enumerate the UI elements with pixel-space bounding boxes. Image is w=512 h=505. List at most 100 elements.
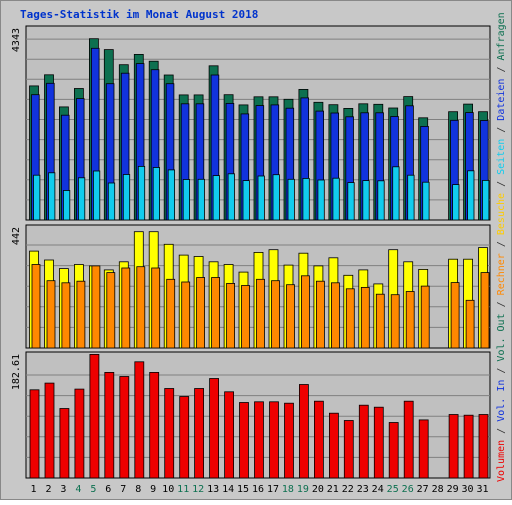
x-label-day-25: 25 — [387, 484, 399, 495]
bar-volumen-day-8 — [134, 361, 145, 479]
bar-volumen-day-14 — [224, 391, 235, 479]
bar-seiten-day-6 — [107, 182, 116, 221]
x-label-day-10: 10 — [162, 484, 174, 495]
x-label-day-18: 18 — [282, 484, 294, 495]
bar-volumen-day-11 — [179, 396, 190, 479]
bar-seiten-day-8 — [137, 165, 146, 221]
bar-seiten-day-24 — [377, 180, 385, 221]
chart-title: Tages-Statistik im Monat August 2018 — [20, 8, 259, 21]
legend-part: / — [496, 422, 507, 440]
legend-part: Rechner — [496, 253, 507, 295]
x-label-day-8: 8 — [135, 484, 141, 495]
x-label-day-20: 20 — [312, 484, 324, 495]
legend-part: / — [496, 121, 507, 139]
bar-rechner-day-2 — [46, 280, 56, 349]
x-label-day-22: 22 — [342, 484, 354, 495]
bar-seiten-day-2 — [48, 172, 56, 221]
bar-volumen-day-1 — [29, 389, 40, 479]
x-label-day-19: 19 — [297, 484, 309, 495]
bar-rechner-day-10 — [166, 278, 176, 349]
bar-seiten-day-14 — [227, 173, 235, 221]
x-label-day-5: 5 — [90, 484, 96, 495]
bar-volumen-day-5 — [89, 353, 100, 479]
x-label-day-17: 17 — [267, 484, 279, 495]
bar-volumen-day-10 — [164, 388, 175, 479]
bar-seiten-day-4 — [78, 177, 86, 221]
bar-rechner-day-23 — [360, 286, 370, 349]
bar-volumen-day-12 — [194, 388, 205, 479]
bar-volumen-day-24 — [373, 406, 384, 479]
bar-rechner-day-21 — [330, 282, 340, 349]
bar-rechner-day-19 — [300, 275, 310, 349]
bar-seiten-day-22 — [347, 182, 355, 221]
bar-volumen-day-7 — [119, 376, 130, 479]
bar-volumen-day-20 — [313, 400, 324, 479]
bar-seiten-day-25 — [392, 166, 400, 221]
x-label-day-24: 24 — [372, 484, 384, 495]
bar-rechner-day-31 — [480, 272, 490, 349]
bar-rechner-day-11 — [181, 281, 191, 349]
bar-volumen-day-30 — [463, 414, 474, 479]
x-label-day-9: 9 — [150, 484, 156, 495]
x-label-day-28: 28 — [432, 484, 444, 495]
x-label-day-23: 23 — [357, 484, 369, 495]
x-label-day-14: 14 — [222, 484, 234, 495]
legend-part: Seiten — [496, 139, 507, 175]
bar-seiten-day-21 — [332, 177, 340, 221]
bar-rechner-day-25 — [390, 294, 400, 349]
bar-rechner-day-1 — [31, 264, 41, 349]
bar-rechner-day-27 — [420, 285, 430, 349]
x-label-day-7: 7 — [120, 484, 126, 495]
bar-rechner-day-5 — [91, 265, 101, 349]
bar-rechner-day-9 — [151, 267, 161, 349]
bar-rechner-day-30 — [465, 299, 475, 349]
legend-part: Volumen — [496, 440, 507, 482]
bar-rechner-day-24 — [375, 293, 385, 349]
bar-volumen-day-21 — [328, 412, 339, 479]
x-label-day-6: 6 — [105, 484, 111, 495]
x-label-day-21: 21 — [327, 484, 339, 495]
bar-seiten-day-26 — [407, 174, 415, 221]
legend-part: / — [496, 235, 507, 253]
bar-seiten-day-18 — [287, 178, 295, 221]
bar-rechner-day-7 — [121, 267, 131, 349]
bar-rechner-day-8 — [136, 266, 146, 349]
bar-seiten-day-13 — [212, 175, 220, 221]
bar-seiten-day-27 — [422, 181, 430, 221]
bar-volumen-day-25 — [388, 422, 399, 479]
bar-volumen-day-2 — [44, 382, 55, 479]
x-label-day-29: 29 — [447, 484, 459, 495]
bar-volumen-day-6 — [104, 371, 115, 479]
panel-bottom-max-label: 182.61 — [11, 354, 22, 390]
legend-part: Dateien — [496, 79, 507, 121]
legend-part: Anfragen — [496, 12, 507, 60]
bar-rechner-day-13 — [211, 277, 221, 349]
bar-seiten-day-7 — [122, 174, 131, 221]
x-label-day-11: 11 — [177, 484, 189, 495]
bar-rechner-day-17 — [271, 280, 280, 349]
bar-volumen-day-15 — [239, 402, 249, 479]
bar-volumen-day-17 — [269, 401, 279, 479]
bar-seiten-day-19 — [302, 177, 310, 221]
x-label-day-12: 12 — [192, 484, 204, 495]
bar-volumen-day-26 — [403, 400, 414, 479]
legend-part: / — [496, 175, 507, 193]
x-label-day-1: 1 — [30, 484, 36, 495]
bar-volumen-day-9 — [149, 371, 160, 479]
legend-part: Vol. In — [496, 380, 507, 422]
panel-middle-max-label: 442 — [11, 227, 22, 245]
bar-rechner-day-15 — [241, 285, 250, 349]
x-label-day-27: 27 — [417, 484, 429, 495]
legend-part: Besuche — [496, 193, 507, 235]
bar-rechner-day-26 — [405, 291, 415, 349]
bar-seiten-day-9 — [152, 167, 160, 221]
bar-volumen-day-29 — [448, 414, 459, 479]
bar-seiten-day-1 — [33, 174, 41, 221]
bar-seiten-day-10 — [167, 169, 175, 221]
bar-seiten-day-31 — [482, 179, 490, 221]
x-label-day-3: 3 — [60, 484, 66, 495]
bar-volumen-day-31 — [478, 414, 489, 479]
bar-rechner-day-3 — [61, 282, 71, 349]
bar-rechner-day-12 — [196, 277, 206, 349]
